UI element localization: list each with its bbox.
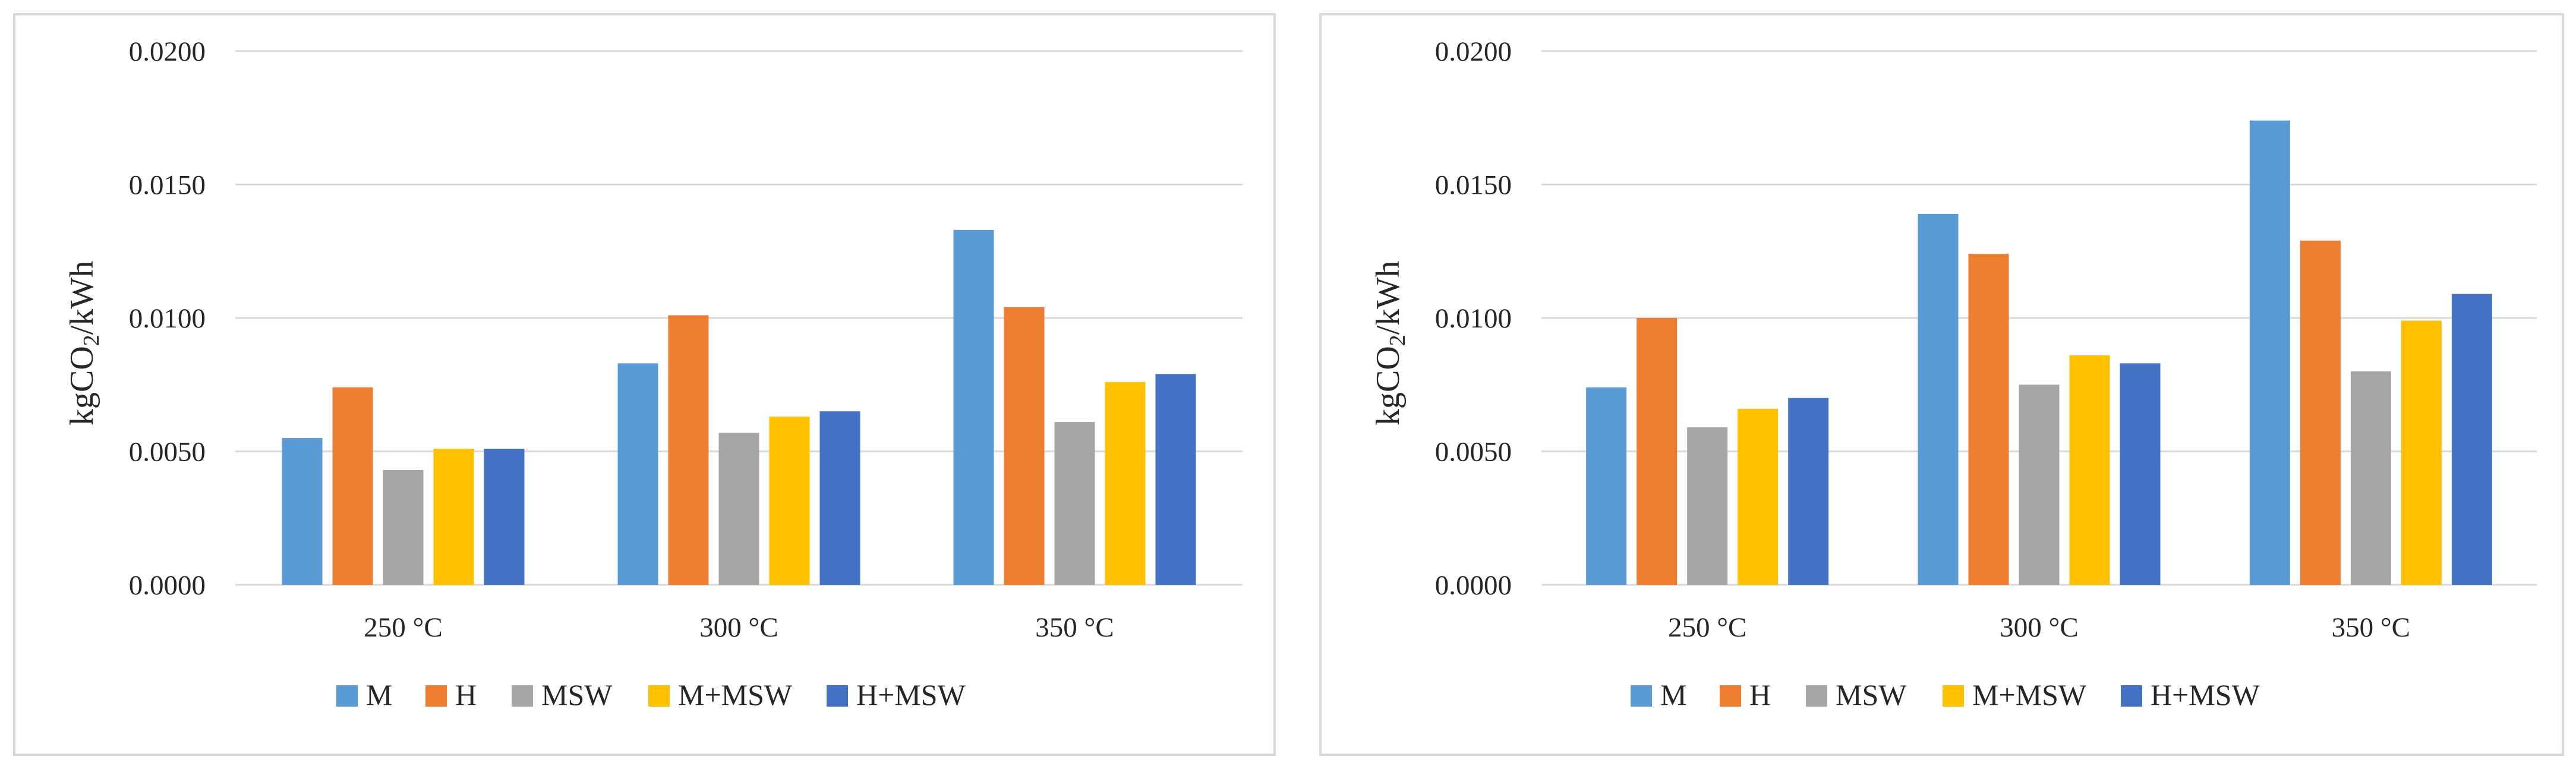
bar-h-2 bbox=[1004, 307, 1045, 585]
legend-swatch bbox=[1943, 685, 1964, 707]
legend-swatch bbox=[512, 685, 533, 707]
y-tick-label: 0.0100 bbox=[129, 303, 206, 334]
legend-swatch bbox=[1806, 685, 1827, 707]
bar-m-plus-msw-2 bbox=[2401, 320, 2442, 585]
bar-msw-1 bbox=[718, 433, 759, 585]
legend-label: M bbox=[1660, 678, 1686, 711]
bar-msw-2 bbox=[1054, 422, 1095, 585]
bar-m-2 bbox=[953, 229, 994, 585]
legend-label: H bbox=[455, 678, 477, 711]
legend-label: M+MSW bbox=[678, 678, 793, 711]
bar-m-plus-msw-2 bbox=[1105, 382, 1146, 585]
legend-swatch bbox=[1631, 685, 1652, 707]
bar-m-1 bbox=[1918, 213, 1959, 585]
bar-m-0 bbox=[1586, 387, 1627, 585]
bar-m-1 bbox=[617, 363, 658, 585]
bar-h-plus-msw-0 bbox=[1788, 398, 1829, 585]
bar-msw-0 bbox=[1687, 427, 1728, 585]
legend-label: H bbox=[1749, 678, 1771, 711]
legend-label: MSW bbox=[541, 678, 613, 711]
y-tick-label: 0.0100 bbox=[1435, 303, 1512, 334]
x-category-label: 350 °C bbox=[1035, 612, 1114, 643]
bar-h-plus-msw-1 bbox=[819, 411, 860, 585]
bar-h-0 bbox=[332, 387, 373, 585]
legend-label: H+MSW bbox=[2151, 678, 2260, 711]
x-category-label: 250 °C bbox=[1668, 612, 1746, 643]
y-tick-label: 0.0000 bbox=[129, 570, 206, 601]
left-chart-panel: kgCO2/kWh 0.0000 0.0050 0.0100 0.0150 0.0200… bbox=[13, 13, 1276, 756]
bar-m-plus-msw-0 bbox=[1738, 408, 1779, 585]
y-tick-label: 0.0150 bbox=[1435, 170, 1512, 201]
bar-m-plus-msw-0 bbox=[433, 449, 474, 585]
y-tick-label: 0.0050 bbox=[1435, 437, 1512, 468]
legend-swatch bbox=[425, 685, 447, 707]
bar-h-0 bbox=[1637, 318, 1678, 585]
y-tick-label: 0.0000 bbox=[1435, 570, 1512, 601]
bar-h-1 bbox=[668, 315, 709, 585]
right-chart-panel: kgCO2/kWh 0.0000 0.0050 0.0100 0.0150 0.0200… bbox=[1319, 13, 2564, 756]
bar-m-0 bbox=[282, 438, 323, 585]
bar-h-plus-msw-0 bbox=[484, 449, 525, 585]
y-tick-label: 0.0200 bbox=[1435, 36, 1512, 67]
bar-h-plus-msw-1 bbox=[2120, 363, 2161, 585]
bar-msw-1 bbox=[2019, 385, 2060, 585]
bar-h-2 bbox=[2300, 240, 2341, 585]
legend-swatch bbox=[336, 685, 358, 707]
legend-label: M bbox=[366, 678, 392, 711]
x-category-label: 300 °C bbox=[2000, 612, 2078, 643]
bar-m-plus-msw-1 bbox=[2069, 355, 2110, 585]
legend-label: M+MSW bbox=[1972, 678, 2087, 711]
bar-m-plus-msw-1 bbox=[769, 417, 810, 585]
x-category-label: 300 °C bbox=[699, 612, 778, 643]
legend-swatch bbox=[827, 685, 848, 707]
legend-swatch bbox=[648, 685, 670, 707]
right-bar-chart: 0.0000 0.0050 0.0100 0.0150 0.0200 250 °C 300 … bbox=[1435, 36, 2537, 711]
y-tick-label: 0.0050 bbox=[129, 437, 206, 468]
legend-label: MSW bbox=[1836, 678, 1907, 711]
left-bar-chart: 0.0000 0.0050 0.0100 0.0150 0.0200 250 °C 300 … bbox=[129, 36, 1243, 711]
bar-msw-0 bbox=[383, 469, 424, 585]
legend-swatch bbox=[2121, 685, 2142, 707]
y-tick-label: 0.0200 bbox=[129, 36, 206, 67]
bar-h-1 bbox=[1968, 254, 2009, 585]
bar-msw-2 bbox=[2350, 371, 2391, 585]
legend-swatch bbox=[1720, 685, 1741, 707]
y-tick-label: 0.0150 bbox=[129, 170, 206, 201]
legend-label: H+MSW bbox=[856, 678, 966, 711]
x-category-label: 250 °C bbox=[364, 612, 442, 643]
x-category-label: 350 °C bbox=[2332, 612, 2410, 643]
bar-h-plus-msw-2 bbox=[2451, 294, 2492, 585]
bar-h-plus-msw-2 bbox=[1155, 374, 1196, 585]
bar-m-2 bbox=[2249, 120, 2290, 585]
